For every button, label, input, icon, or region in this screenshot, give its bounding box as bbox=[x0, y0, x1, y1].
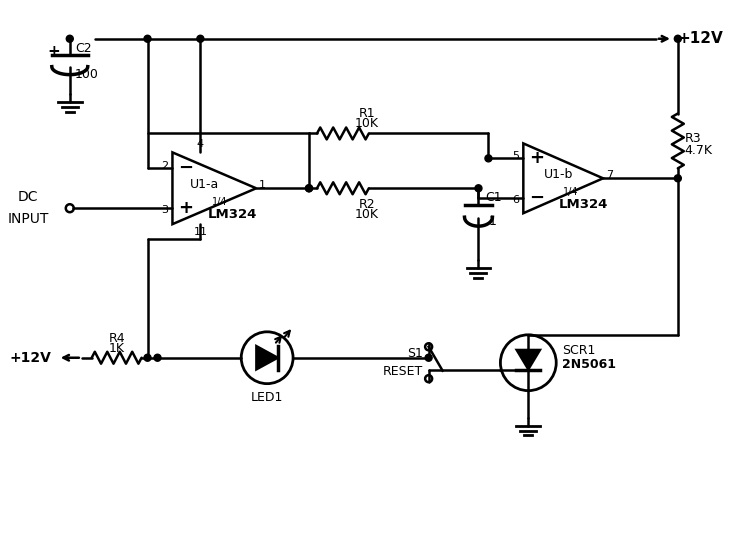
Text: 2N5061: 2N5061 bbox=[562, 358, 617, 371]
Text: 11: 11 bbox=[193, 227, 208, 237]
Polygon shape bbox=[516, 350, 540, 370]
Text: +: + bbox=[529, 150, 545, 167]
Text: 4.7K: 4.7K bbox=[685, 144, 713, 157]
Text: 1/4: 1/4 bbox=[211, 197, 227, 207]
Text: LM324: LM324 bbox=[208, 208, 257, 221]
Text: +: + bbox=[178, 199, 194, 217]
Text: U1-b: U1-b bbox=[544, 168, 573, 181]
Text: C2: C2 bbox=[75, 42, 92, 55]
Text: INPUT: INPUT bbox=[7, 212, 48, 226]
Text: 6: 6 bbox=[512, 195, 520, 206]
Circle shape bbox=[197, 35, 204, 42]
Circle shape bbox=[425, 354, 432, 361]
Text: LED1: LED1 bbox=[251, 391, 283, 404]
Text: +12V: +12V bbox=[677, 31, 724, 46]
Text: +: + bbox=[48, 44, 61, 59]
Text: LM324: LM324 bbox=[559, 198, 608, 211]
Text: .1: .1 bbox=[485, 215, 498, 228]
Text: 7: 7 bbox=[606, 170, 613, 180]
Text: U1-a: U1-a bbox=[189, 178, 219, 191]
Text: 2: 2 bbox=[161, 161, 169, 172]
Text: S1: S1 bbox=[407, 347, 423, 360]
Circle shape bbox=[144, 354, 151, 361]
Text: 1: 1 bbox=[259, 180, 266, 190]
Text: RESET: RESET bbox=[382, 365, 423, 378]
Circle shape bbox=[475, 185, 482, 192]
Circle shape bbox=[154, 354, 161, 361]
Text: 3: 3 bbox=[161, 205, 169, 215]
Text: −: − bbox=[178, 159, 194, 178]
Circle shape bbox=[485, 155, 492, 162]
Text: 5: 5 bbox=[512, 151, 520, 161]
Text: −: − bbox=[529, 189, 545, 207]
Circle shape bbox=[144, 35, 151, 42]
Circle shape bbox=[305, 185, 313, 192]
Text: 10K: 10K bbox=[355, 208, 379, 221]
Text: 4: 4 bbox=[197, 139, 204, 150]
Circle shape bbox=[675, 35, 681, 42]
Circle shape bbox=[675, 175, 681, 182]
Text: R2: R2 bbox=[358, 198, 375, 211]
Text: DC: DC bbox=[18, 190, 38, 204]
Text: SCR1: SCR1 bbox=[562, 344, 595, 357]
Text: R3: R3 bbox=[685, 132, 702, 145]
Circle shape bbox=[305, 185, 313, 192]
Text: R1: R1 bbox=[358, 107, 375, 121]
Text: 1/4: 1/4 bbox=[564, 187, 579, 197]
Text: 10K: 10K bbox=[355, 117, 379, 130]
Circle shape bbox=[66, 35, 73, 42]
Text: 100: 100 bbox=[75, 67, 98, 81]
Text: C1: C1 bbox=[485, 191, 502, 204]
Text: R4: R4 bbox=[109, 332, 125, 345]
Text: 1K: 1K bbox=[109, 342, 125, 355]
Polygon shape bbox=[256, 346, 278, 370]
Text: +12V: +12V bbox=[10, 351, 52, 365]
